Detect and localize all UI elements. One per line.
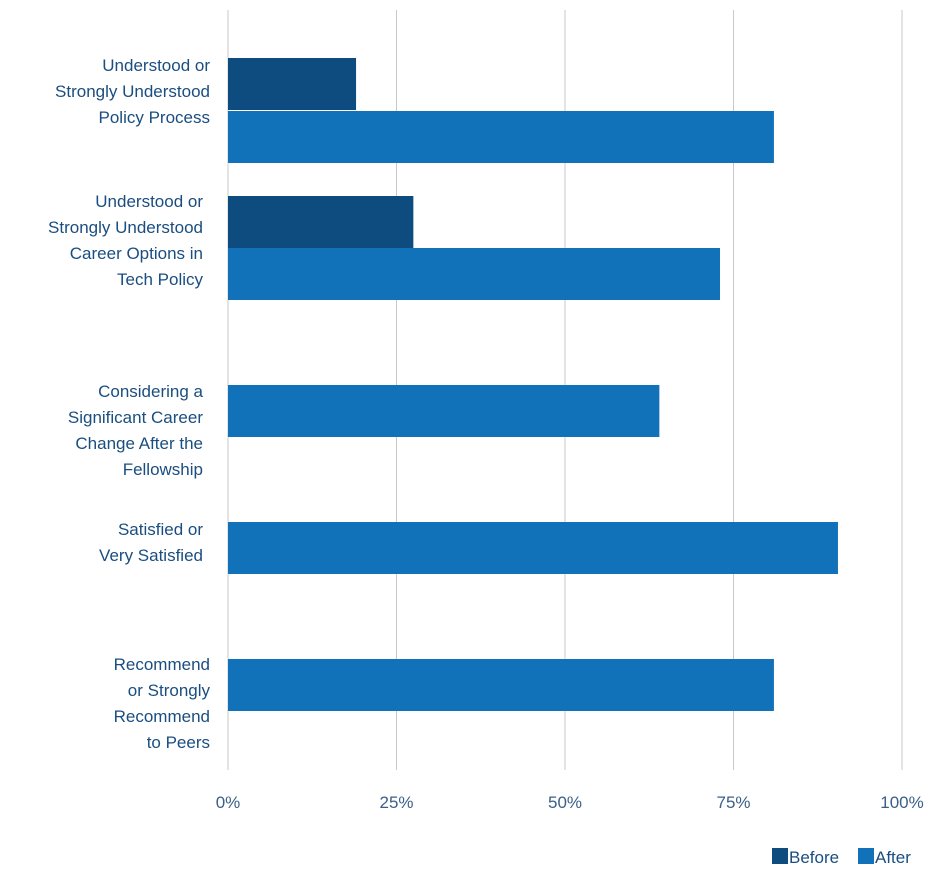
category-label-3-line-3: Change After the <box>75 434 203 453</box>
bars <box>228 58 838 711</box>
x-axis-ticks: 0% 25% 50% 75% 100% <box>216 793 924 812</box>
category-label-2-line-1: Understood or <box>95 192 203 211</box>
category-label-5-line-1: Recommend <box>114 655 210 674</box>
legend-swatch-before <box>772 848 788 864</box>
bar-before-1 <box>228 58 357 110</box>
legend: Before After <box>772 848 911 867</box>
category-label-3-line-1: Considering a <box>98 382 203 401</box>
category-label-1-line-1: Understood or <box>102 56 210 75</box>
x-tick-label-75pct: 75% <box>716 793 750 812</box>
category-label-5-line-3: Recommend <box>114 707 210 726</box>
x-tick-label-50pct: 50% <box>548 793 582 812</box>
category-label-1-line-2: Strongly Understood <box>55 82 210 101</box>
category-label-3-line-2: Significant Career <box>68 408 203 427</box>
bar-after-4 <box>228 522 838 574</box>
category-label-1-line-3: Policy Process <box>99 108 210 127</box>
x-tick-label-0pct: 0% <box>216 793 241 812</box>
category-label-4-line-1: Satisfied or <box>118 520 203 539</box>
bar-after-3 <box>228 385 660 437</box>
bar-after-1 <box>228 111 774 163</box>
category-labels: Understood or Strongly Understood Policy P… <box>48 56 210 752</box>
bar-after-2 <box>228 248 721 300</box>
x-tick-label-25pct: 25% <box>379 793 413 812</box>
legend-swatch-after <box>858 848 874 864</box>
bar-before-2 <box>228 196 414 248</box>
category-label-3-line-4: Fellowship <box>123 460 203 479</box>
category-label-2-line-4: Tech Policy <box>117 270 203 289</box>
category-label-5-line-4: to Peers <box>147 733 210 752</box>
legend-label-before: Before <box>789 848 839 867</box>
x-tick-label-100pct: 100% <box>880 793 923 812</box>
category-label-5-line-2: or Strongly <box>128 681 211 700</box>
category-label-4-line-2: Very Satisfied <box>99 546 203 565</box>
legend-label-after: After <box>875 848 911 867</box>
category-label-2-line-3: Career Options in <box>70 244 203 263</box>
category-label-2-line-2: Strongly Understood <box>48 218 203 237</box>
bar-after-5 <box>228 659 774 711</box>
